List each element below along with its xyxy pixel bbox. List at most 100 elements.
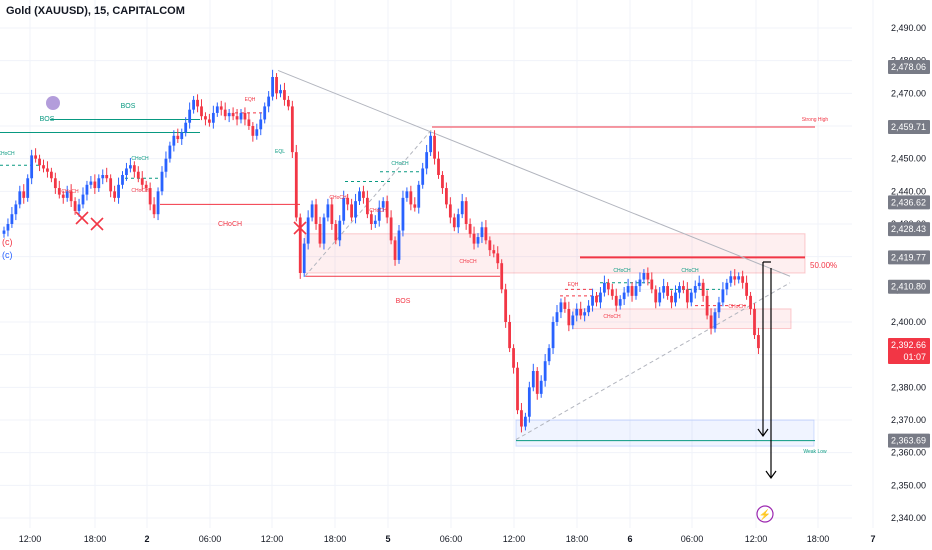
- y-tick-label: 2,340.00: [891, 513, 926, 523]
- candle-body: [283, 90, 286, 100]
- candle-body: [46, 168, 49, 172]
- candle-body: [583, 312, 587, 316]
- grid: [0, 0, 874, 528]
- supply-zone: [304, 233, 806, 274]
- candle-body: [144, 184, 148, 189]
- x-tick-label: 06:00: [199, 534, 222, 544]
- eqh-label: EQH: [245, 97, 256, 103]
- price-label-box: [888, 222, 930, 237]
- candle-body: [650, 279, 654, 290]
- candle-body: [401, 197, 405, 231]
- demand-zone: [515, 419, 815, 447]
- candle-body: [413, 204, 417, 208]
- candle-body: [50, 171, 53, 179]
- candle-body: [425, 152, 429, 169]
- trendline-upper: [277, 70, 791, 277]
- candle-body: [626, 286, 630, 293]
- cross-marker: [293, 221, 307, 235]
- choch-label: CHoCH: [0, 151, 15, 157]
- candle-body: [733, 276, 737, 280]
- candle-body: [567, 308, 571, 326]
- candle-body: [223, 109, 227, 117]
- candle-body: [674, 292, 677, 303]
- candle-body: [369, 214, 373, 224]
- candle-body: [192, 99, 195, 110]
- side-label-c2: (c): [2, 250, 13, 260]
- y-tick-label: 2,400.00: [891, 317, 926, 327]
- candle-body: [409, 191, 413, 205]
- current-price-box: [888, 337, 930, 364]
- candle-body: [318, 224, 322, 244]
- candle-body: [10, 214, 14, 224]
- candle-body: [381, 201, 385, 208]
- candle-body: [121, 175, 124, 185]
- candle-body: [405, 191, 409, 198]
- choch-label: CHoCH: [131, 156, 149, 162]
- candle-body: [682, 286, 685, 290]
- candle-body: [705, 295, 709, 316]
- candle-body: [579, 308, 583, 316]
- candle-body: [484, 227, 488, 241]
- candle-body: [89, 181, 93, 185]
- x-tick-label: 6: [627, 534, 632, 544]
- x-tick-label: 5: [385, 534, 390, 544]
- candle-body: [729, 276, 733, 283]
- candle-body: [204, 116, 207, 120]
- candle-body: [595, 295, 598, 303]
- candle-body: [527, 387, 531, 417]
- lightning-icon[interactable]: ⚡: [756, 505, 774, 523]
- candle-body: [713, 312, 717, 329]
- price-label-box: [888, 119, 930, 134]
- choch-label: CHoCH: [369, 208, 387, 214]
- candle-body: [429, 135, 432, 153]
- candle-body: [306, 217, 310, 244]
- candle-body: [136, 171, 140, 179]
- eqh-label: EQH: [568, 282, 579, 288]
- y-axis: 2,340.00 2,350.00 2,360.00 2,370.00 2,380.00…: [888, 23, 930, 523]
- candle-body: [259, 119, 263, 130]
- candle-body: [524, 416, 527, 427]
- candle-body: [42, 165, 45, 169]
- candle-body: [745, 282, 748, 296]
- countdown-label: 01:07: [903, 352, 926, 362]
- candle-body: [26, 178, 30, 198]
- choch-label: CHoCH: [681, 268, 699, 274]
- candle-body: [504, 289, 508, 322]
- choch-label: CHoCH: [218, 221, 242, 228]
- choch-label: CHoCH: [603, 314, 621, 320]
- price-label-box: [888, 250, 930, 265]
- candle-body: [709, 315, 713, 329]
- y-tick-label: 2,360.00: [891, 448, 926, 458]
- price-label-box: [888, 433, 930, 448]
- candle-body: [290, 106, 294, 153]
- x-tick-label: 06:00: [681, 534, 704, 544]
- x-tick-label: 7: [870, 534, 875, 544]
- price-label: 2,428.43: [891, 224, 926, 234]
- candle-body: [38, 158, 41, 166]
- candle-body: [77, 204, 81, 211]
- candle-body: [168, 145, 172, 159]
- down-arrow-2-head: [765, 470, 777, 480]
- candle-body: [452, 217, 456, 228]
- candle-body: [61, 194, 65, 198]
- candle-body: [654, 289, 658, 303]
- candle-body: [666, 286, 669, 296]
- candle-body: [591, 295, 594, 306]
- x-tick-label: 18:00: [566, 534, 589, 544]
- candle-body: [330, 204, 334, 224]
- candle-body: [140, 178, 144, 185]
- zones: [304, 233, 815, 447]
- candle-body: [2, 230, 6, 234]
- candle-body: [231, 112, 235, 117]
- candle-body: [389, 217, 393, 241]
- candle-body: [385, 201, 389, 218]
- candle-body: [22, 191, 26, 198]
- candle-body: [184, 122, 188, 133]
- candle-body: [492, 250, 496, 254]
- candle-body: [160, 171, 164, 192]
- choch-label: CHoCH: [61, 189, 79, 195]
- candle-body: [559, 302, 563, 313]
- y-tick-label: 2,490.00: [891, 23, 926, 33]
